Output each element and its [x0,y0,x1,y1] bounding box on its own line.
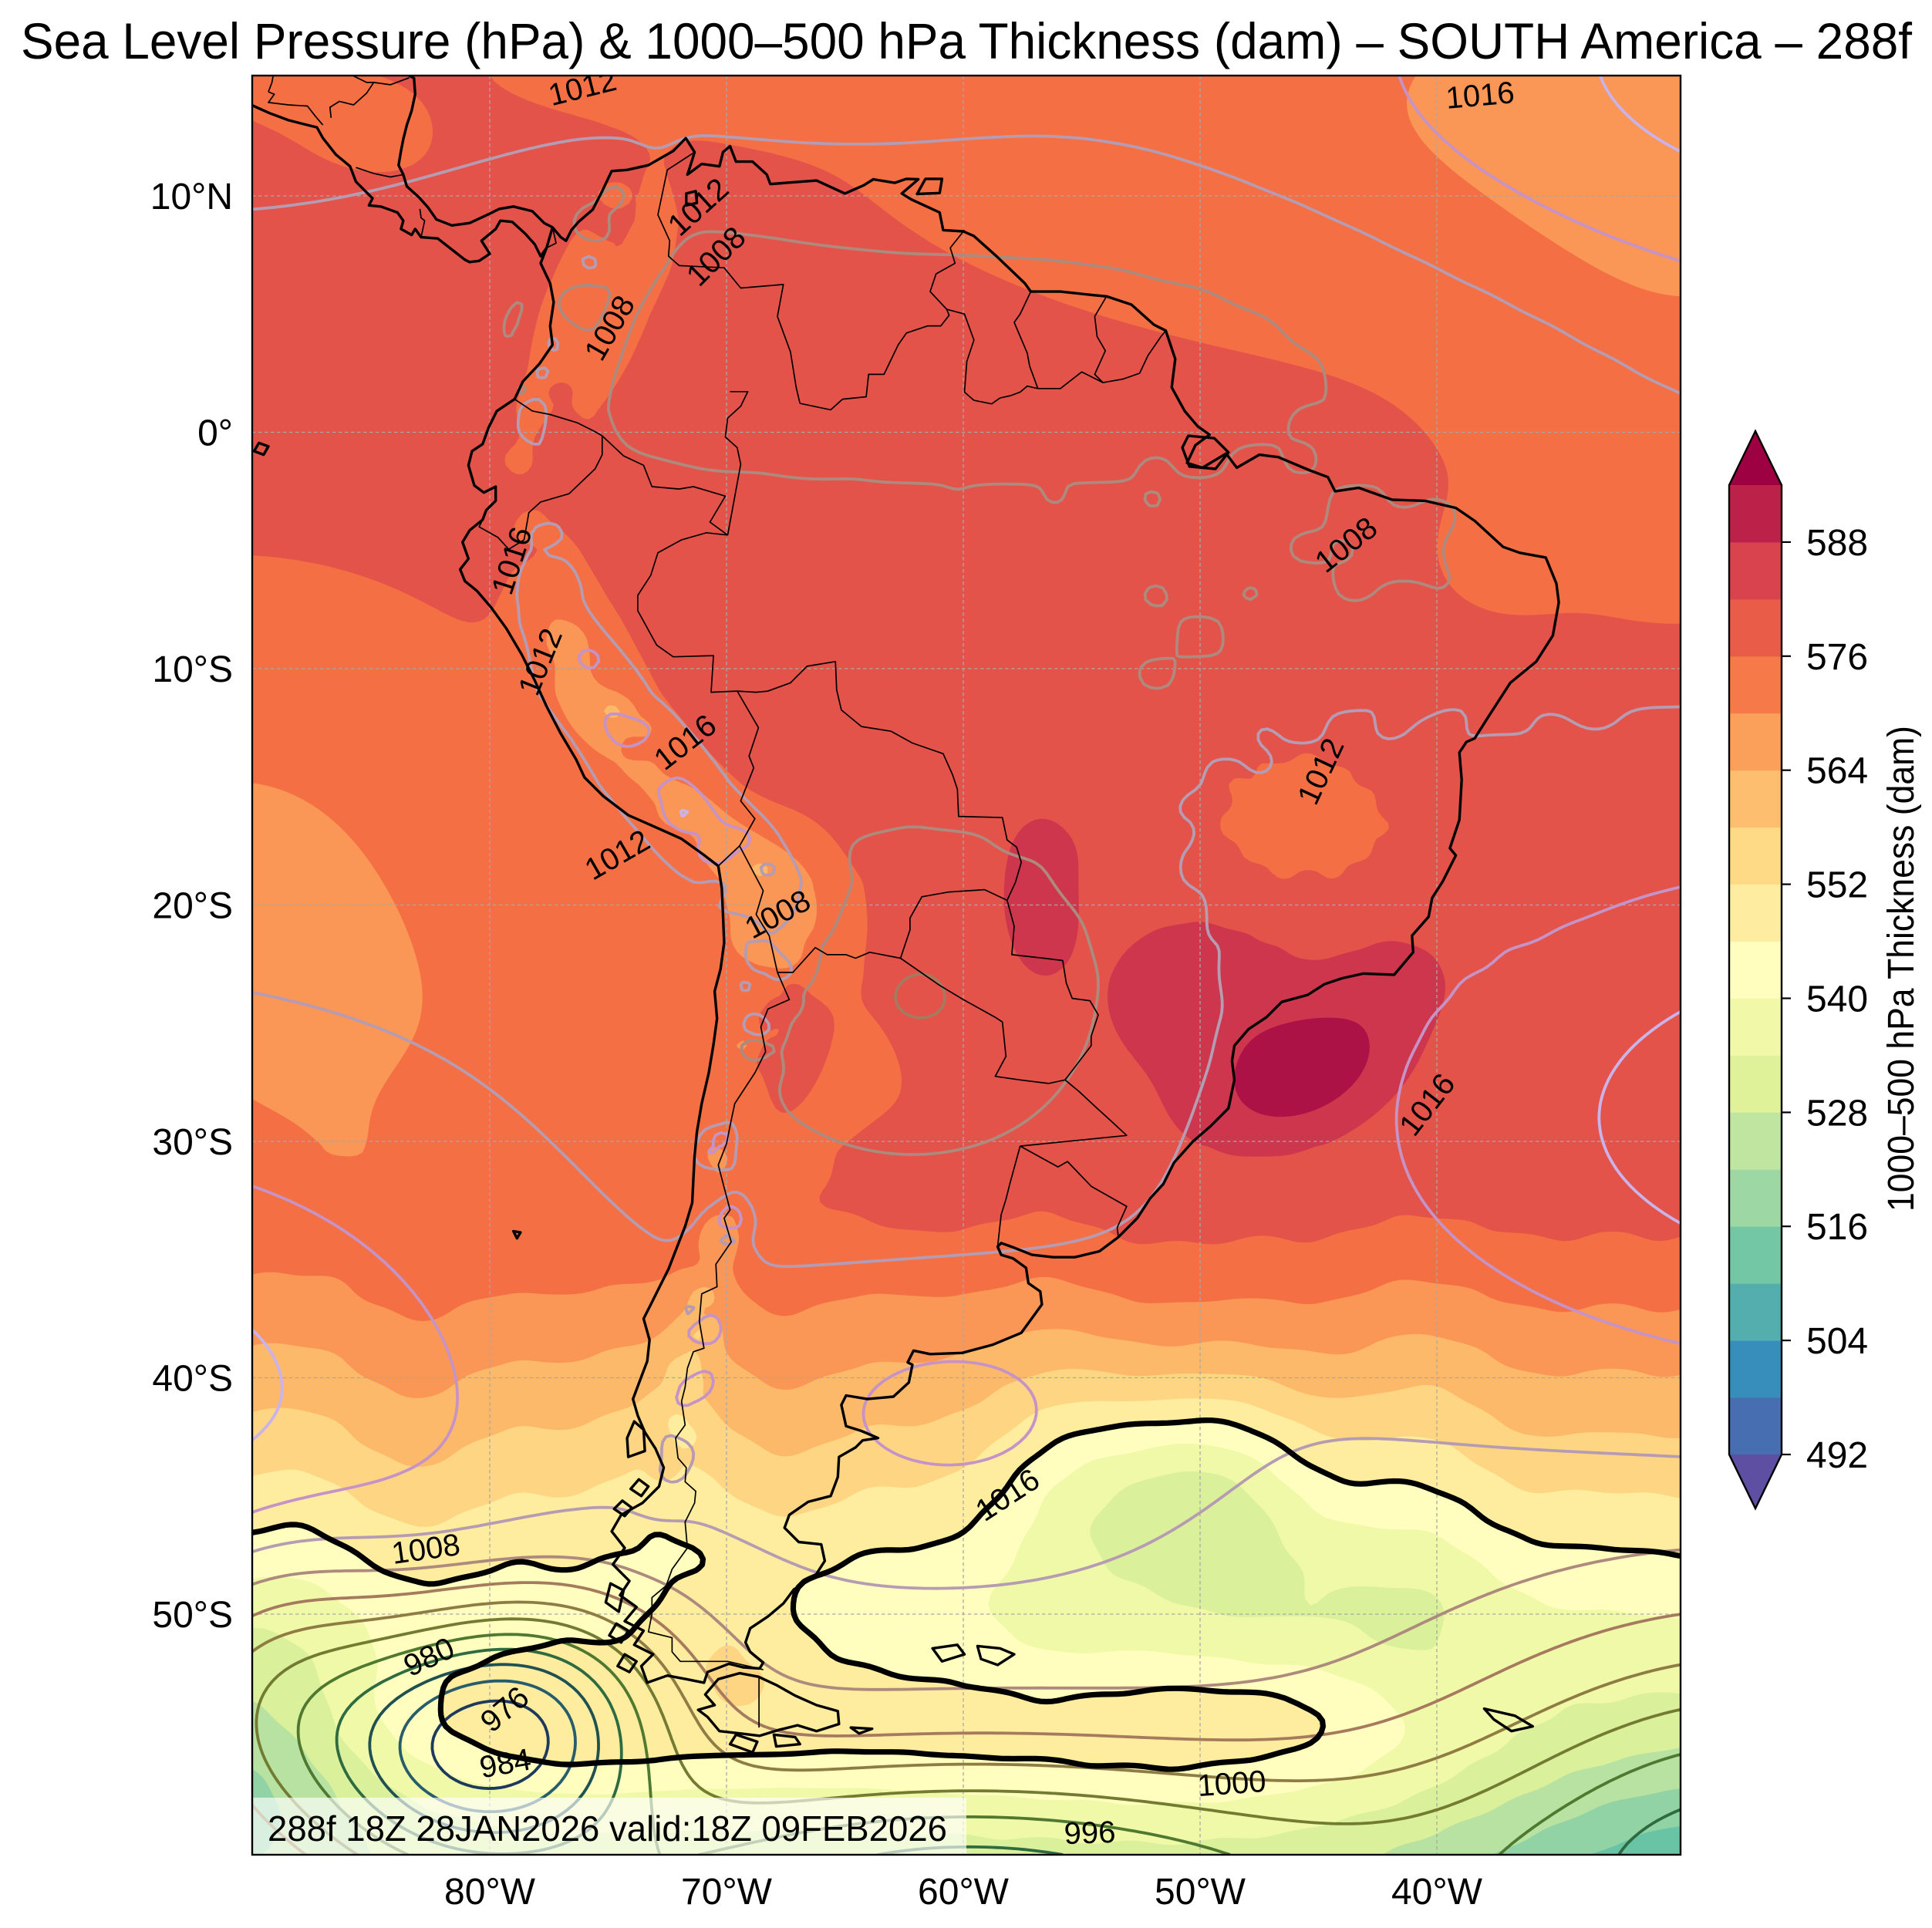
svg-text:30°S: 30°S [152,1122,233,1163]
svg-text:288f 18Z 28JAN2026 valid:18Z 0: 288f 18Z 28JAN2026 valid:18Z 09FEB2026 [268,1808,947,1849]
svg-text:50°W: 50°W [1155,1872,1246,1913]
svg-text:10°N: 10°N [150,177,233,217]
svg-text:504: 504 [1806,1321,1868,1362]
svg-text:40°W: 40°W [1391,1872,1483,1913]
svg-text:70°W: 70°W [681,1872,773,1913]
svg-text:20°S: 20°S [152,886,233,927]
svg-text:492: 492 [1806,1435,1868,1476]
svg-text:1000: 1000 [1196,1765,1267,1803]
svg-text:50°S: 50°S [152,1595,233,1636]
svg-text:996: 996 [1064,1815,1116,1851]
svg-text:564: 564 [1806,751,1868,792]
svg-text:60°W: 60°W [918,1872,1010,1913]
svg-text:80°W: 80°W [444,1872,536,1913]
svg-text:Sea Level Pressure (hPa) & 100: Sea Level Pressure (hPa) & 1000–500 hPa … [21,12,1913,69]
svg-text:1000–500 hPa Thickness (dam): 1000–500 hPa Thickness (dam) [1881,726,1922,1212]
svg-text:588: 588 [1806,523,1868,564]
svg-text:552: 552 [1806,865,1868,906]
svg-text:516: 516 [1806,1207,1868,1248]
svg-text:540: 540 [1806,979,1868,1020]
svg-text:1016: 1016 [1445,76,1516,116]
svg-text:40°S: 40°S [152,1359,233,1400]
svg-text:10°S: 10°S [152,649,233,690]
svg-text:528: 528 [1806,1093,1868,1134]
svg-text:0°: 0° [197,413,233,454]
svg-text:576: 576 [1806,637,1868,678]
